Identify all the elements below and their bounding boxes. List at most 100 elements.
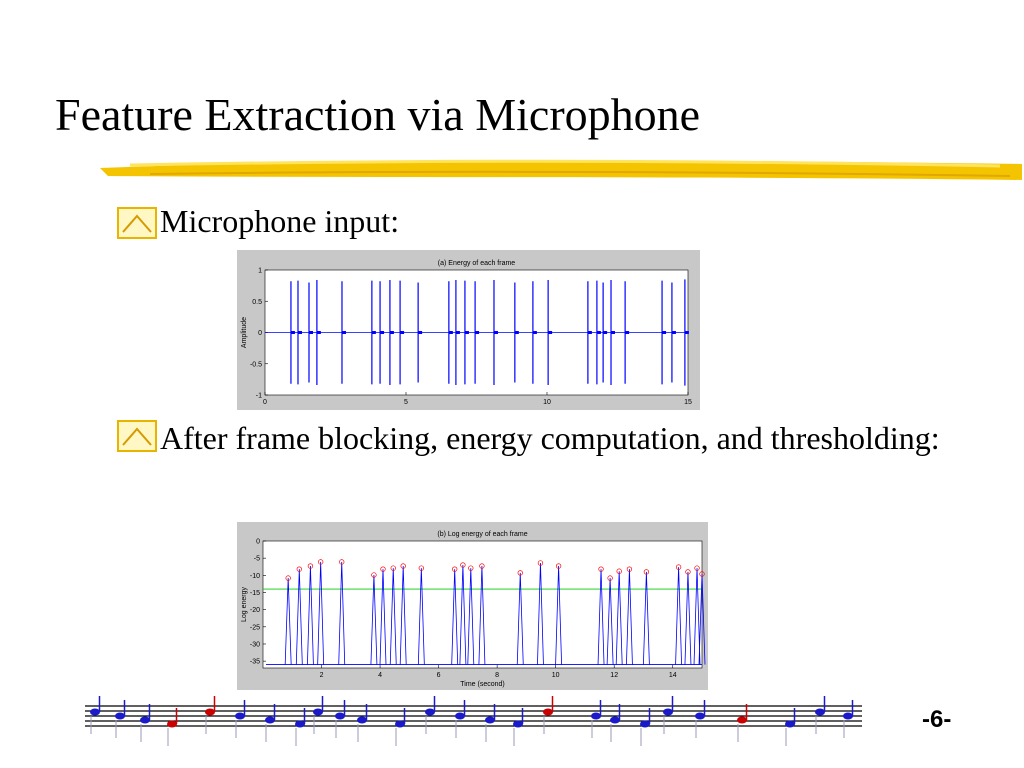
chart-title: (a) Energy of each frame	[438, 260, 516, 267]
peak-marker	[598, 566, 604, 572]
note-head	[205, 708, 215, 716]
x-tick-label: 14	[669, 672, 677, 679]
peak-marker	[400, 563, 406, 569]
energy-peak	[537, 562, 544, 665]
y-tick-label: -1	[256, 393, 262, 400]
y-tick-label: -0.5	[250, 361, 262, 368]
note-head	[663, 708, 673, 716]
peak-marker	[318, 559, 324, 565]
y-tick-label: -35	[250, 659, 260, 666]
page-number: -6-	[922, 706, 952, 733]
x-tick-label: 15	[684, 399, 692, 406]
peak-marker	[607, 575, 613, 581]
note-head	[295, 720, 305, 728]
energy-peak	[379, 569, 387, 665]
bullet-text: After frame blocking, energy computation…	[160, 420, 940, 456]
energy-peak	[675, 567, 682, 665]
x-tick-label: 6	[437, 672, 441, 679]
note-head	[140, 716, 150, 724]
bullet-icon	[117, 420, 157, 452]
note-head	[395, 720, 405, 728]
peak-marker	[296, 566, 302, 572]
note-head	[485, 716, 495, 724]
energy-peak	[626, 569, 633, 665]
peak-marker	[675, 564, 682, 570]
note-head	[843, 712, 853, 720]
energy-peak	[317, 561, 325, 665]
peak-marker	[537, 560, 544, 566]
peak-marker	[616, 568, 622, 574]
chart: (b) Log energy of each frame Log energy Ti…	[237, 522, 708, 690]
x-axis-label: Time (second)	[460, 681, 504, 688]
bullet-icon	[117, 207, 157, 239]
chart: (a) Energy of each frame Amplitude -1 -0.5 0…	[237, 250, 700, 410]
note-head	[543, 708, 553, 716]
energy-peak	[555, 566, 562, 665]
energy-peak	[615, 571, 623, 665]
peak-marker	[479, 563, 485, 569]
energy-peak	[693, 568, 701, 665]
peak-marker	[460, 562, 466, 568]
energy-peak	[642, 571, 650, 665]
y-tick-label: 0.5	[252, 299, 262, 306]
note-head	[115, 712, 125, 720]
note-head	[235, 712, 245, 720]
energy-peak	[338, 561, 346, 665]
y-tick-label: 1	[258, 268, 262, 275]
y-tick-label: -30	[250, 641, 260, 648]
energy-peak	[698, 573, 706, 665]
note-head	[737, 716, 747, 724]
x-tick-label: 5	[404, 399, 408, 406]
y-tick-label: -5	[254, 556, 260, 563]
note-head	[425, 708, 435, 716]
energy-peak	[389, 568, 397, 665]
music-staff	[85, 696, 862, 746]
note-head	[167, 720, 177, 728]
y-axis-label: Amplitude	[241, 317, 248, 348]
x-tick-label: 12	[610, 672, 618, 679]
peak-marker	[452, 566, 458, 572]
energy-peak	[597, 569, 605, 665]
note-head	[357, 716, 367, 724]
note-head	[455, 712, 465, 720]
energy-peak	[417, 568, 425, 665]
slide-title: Feature Extraction via Microphone	[55, 89, 701, 140]
note-head	[265, 716, 275, 724]
peak-marker	[307, 563, 314, 569]
peak-marker	[339, 559, 345, 565]
note-head	[335, 712, 345, 720]
x-tick-label: 10	[552, 672, 560, 679]
energy-peak	[478, 566, 486, 665]
note-head	[591, 712, 601, 720]
energy-peak	[370, 574, 378, 665]
note-head	[610, 716, 620, 724]
energy-peak	[606, 578, 614, 665]
chart-title: (b) Log energy of each frame	[437, 531, 527, 538]
energy-peak	[307, 566, 314, 665]
y-tick-label: -10	[250, 573, 260, 580]
energy-peak	[399, 566, 407, 665]
energy-peak	[516, 572, 524, 665]
peak-marker	[418, 565, 424, 571]
y-tick-label: -15	[250, 590, 260, 597]
peak-marker	[285, 575, 291, 581]
energy-peak	[684, 571, 692, 665]
peak-marker	[555, 563, 562, 569]
peak-marker	[468, 565, 474, 571]
note-head	[785, 720, 795, 728]
peak-marker	[694, 565, 700, 571]
peak-marker	[380, 566, 386, 572]
energy-peak	[451, 569, 459, 665]
y-axis-label: Log energy	[241, 586, 248, 622]
note-head	[695, 712, 705, 720]
energy-peak	[295, 569, 303, 665]
peak-marker	[371, 572, 377, 578]
peak-marker	[699, 571, 705, 577]
energy-peak	[467, 568, 475, 665]
x-tick-label: 8	[495, 672, 499, 679]
note-head	[90, 708, 100, 716]
peak-marker	[643, 569, 650, 575]
y-tick-label: -20	[250, 607, 260, 614]
